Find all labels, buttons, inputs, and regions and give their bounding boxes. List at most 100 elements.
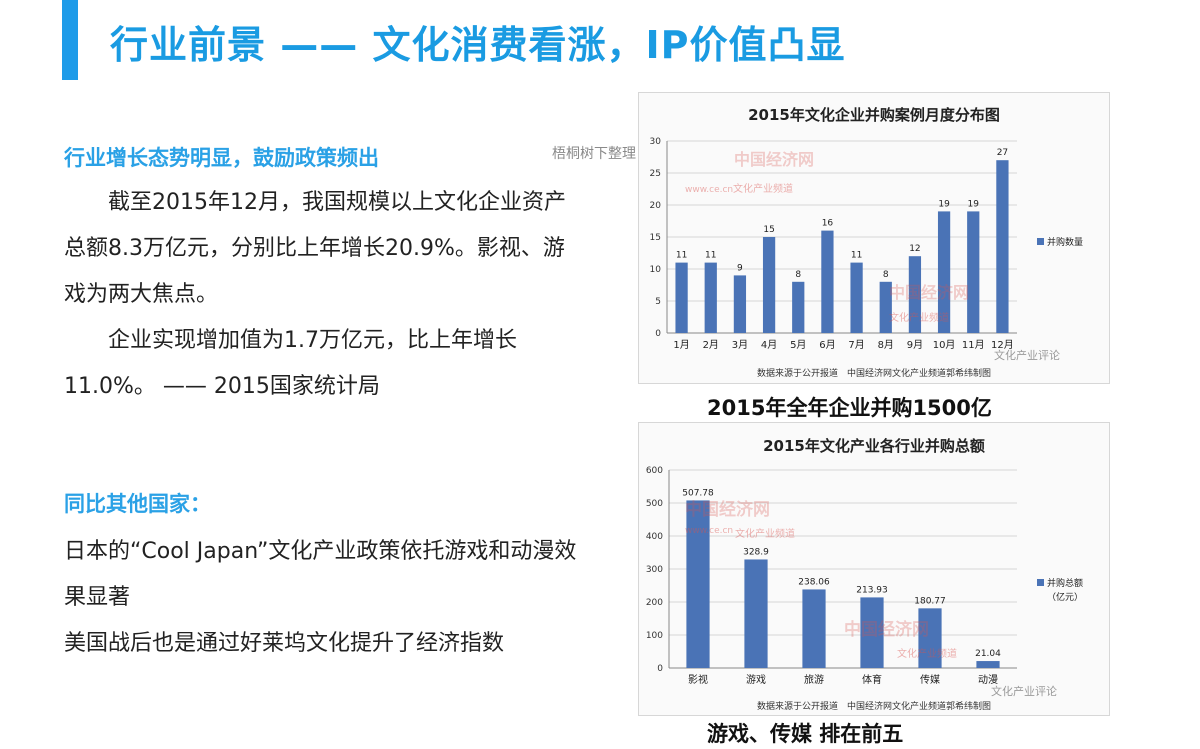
chart2-data-label: 507.78 — [682, 488, 714, 498]
chart2-legend-label: 并购总额 — [1047, 577, 1083, 589]
chart2-logo-watermark: 文化产业评论 — [991, 684, 1057, 698]
chart1-panel: 2015年文化企业并购案例月度分布图 0 5 10 15 20 25 30 11 1月 11 2月 9… — [638, 92, 1110, 384]
chart2-data-label: 21.04 — [975, 649, 1001, 659]
chart1-y-tick-label: 20 — [650, 201, 662, 211]
chart2-watermark-sub-2: 文化产业频道 — [897, 647, 957, 660]
chart1-x-tick-label: 4月 — [761, 339, 777, 351]
chart2-x-tick-label: 游戏 — [746, 673, 766, 686]
chart2-title: 2015年文化产业各行业并购总额 — [763, 437, 985, 455]
chart1-bar — [937, 211, 951, 333]
chart1-bar — [850, 262, 863, 333]
chart1-bar — [792, 281, 805, 333]
chart1-x-tick-label: 2月 — [703, 339, 719, 351]
paragraph-japan-text: 日本的“Cool Japan”文化产业政策依托游戏和动漫效果显著 — [64, 539, 577, 610]
chart1-bar — [762, 237, 776, 333]
chart1-data-label: 8 — [883, 270, 889, 280]
chart1-data-label: 8 — [795, 270, 801, 280]
chart1-y-tick-label: 0 — [655, 329, 661, 339]
chart1-bar — [821, 230, 834, 333]
chart2-y-tick-label: 200 — [646, 598, 663, 608]
paragraph-japan: 日本的“Cool Japan”文化产业政策依托游戏和动漫效果显著 — [64, 529, 584, 621]
paragraph-assets-text: 截至2015年12月，我国规模以上文化企业资产总额8.3万亿元，分别比上年增长2… — [64, 190, 566, 307]
chart1-y-tick-label: 10 — [650, 265, 662, 275]
chart1-bar — [996, 160, 1009, 333]
chart2-watermark-2: 中国经济网 — [844, 619, 929, 640]
chart2-watermark-url: www.ce.cn — [685, 526, 733, 536]
chart1-y-tick-label: 5 — [655, 297, 661, 307]
chart1-watermark: 中国经济网 — [734, 150, 814, 169]
chart1-logo-watermark: 文化产业评论 — [994, 348, 1060, 362]
chart1-data-label: 16 — [822, 219, 834, 229]
chart2-legend-label-unit: （亿元） — [1047, 591, 1083, 603]
chart1-svg: 2015年文化企业并购案例月度分布图 0 5 10 15 20 25 30 11 1月 11 2月 9… — [650, 106, 1083, 379]
chart2-bar — [744, 559, 768, 668]
paragraph-added-value: 企业实现增加值为1.7万亿元，比上年增长11.0%。 —— 2015国家统计局 — [64, 318, 584, 410]
paragraph-usa: 美国战后也是通过好莱坞文化提升了经济指数 — [64, 621, 584, 667]
chart1-data-label: 11 — [705, 251, 716, 261]
chart2-bar — [976, 661, 1000, 668]
source-note: 梧桐树下整理 — [552, 146, 636, 162]
chart1-bar — [879, 281, 892, 333]
chart1-bar — [967, 211, 980, 333]
title-accent-bar — [62, 0, 78, 80]
chart1-source: 数据来源于公开报道 中国经济网文化产业频道郭希纬制图 — [757, 367, 991, 379]
chart2-svg: 2015年文化产业各行业并购总额 0 100 200 300 400 500 600 507.… — [646, 437, 1083, 712]
chart1-watermark-2: 中国经济网 — [889, 283, 969, 302]
chart2-x-tick-label: 旅游 — [804, 673, 824, 686]
chart2-y-tick-label: 300 — [646, 565, 663, 575]
slide-title: 行业前景 —— 文化消费看涨，IP价值凸显 — [110, 23, 846, 67]
chart2-bar — [686, 500, 710, 668]
chart2-caption: 游戏、传媒 排在前五 — [707, 722, 904, 746]
chart2-legend-swatch — [1037, 579, 1044, 586]
chart2-x-tick-label: 动漫 — [978, 674, 998, 686]
chart2-y-tick-label: 0 — [657, 664, 663, 674]
chart2-bar — [802, 589, 826, 668]
chart2-x-tick-label: 传媒 — [920, 674, 940, 686]
chart1-watermark-sub: 文化产业频道 — [733, 182, 793, 195]
chart2-source: 数据来源于公开报道 中国经济网文化产业频道郭希纬制图 — [757, 700, 991, 712]
chart1-legend-label: 并购数量 — [1047, 236, 1083, 248]
chart1-data-label: 27 — [997, 148, 1008, 158]
chart2-x-tick-label: 体育 — [862, 673, 882, 686]
chart1-x-tick-label: 5月 — [790, 339, 806, 351]
chart2-bar — [860, 597, 884, 668]
chart2-y-tick-label: 600 — [646, 466, 663, 476]
chart2-x-tick-label: 影视 — [688, 673, 708, 686]
chart1-x-tick-label: 11月 — [962, 339, 985, 351]
chart1-title: 2015年文化企业并购案例月度分布图 — [748, 106, 1000, 124]
chart2-data-label: 328.9 — [743, 547, 769, 557]
paragraph-usa-text: 美国战后也是通过好莱坞文化提升了经济指数 — [64, 631, 505, 656]
chart2-panel: 2015年文化产业各行业并购总额 0 100 200 300 400 500 600 507.… — [638, 422, 1110, 716]
chart1-watermark-sub-2: 文化产业频道 — [889, 311, 949, 324]
chart2-y-tick-label: 100 — [646, 631, 663, 641]
chart1-y-tick-label: 30 — [650, 137, 662, 147]
chart1-watermark-url: www.ce.cn — [685, 185, 733, 195]
chart1-x-tick-label: 1月 — [673, 339, 689, 351]
paragraph-assets: 截至2015年12月，我国规模以上文化企业资产总额8.3万亿元，分别比上年增长2… — [64, 180, 584, 318]
chart1-x-tick-label: 6月 — [819, 339, 835, 351]
chart2-data-label: 213.93 — [856, 585, 888, 595]
paragraph-added-value-text: 企业实现增加值为1.7万亿元，比上年增长11.0%。 —— 2015国家统计局 — [64, 328, 517, 399]
chart1-data-label: 9 — [737, 263, 743, 273]
chart1-bar — [675, 262, 688, 333]
chart2-y-tick-label: 400 — [646, 532, 663, 542]
chart1-x-tick-label: 10月 — [933, 339, 956, 351]
chart1-data-label: 19 — [938, 199, 950, 209]
chart2-watermark-sub: 文化产业频道 — [735, 527, 795, 540]
chart2-watermark: 中国经济网 — [685, 499, 770, 520]
chart1-x-tick-label: 7月 — [848, 339, 864, 351]
chart1-data-label: 12 — [909, 244, 920, 254]
chart1-bar — [908, 256, 922, 333]
chart1-bar — [704, 262, 717, 333]
heading-other-countries: 同比其他国家： — [64, 492, 211, 516]
chart1-x-tick-label: 8月 — [878, 339, 894, 351]
chart1-data-label: 15 — [763, 225, 774, 235]
chart1-data-label: 19 — [968, 199, 980, 209]
chart1-x-tick-label: 3月 — [732, 339, 748, 351]
heading-industry-growth: 行业增长态势明显，鼓励政策频出 — [64, 146, 379, 170]
chart1-legend-swatch — [1037, 238, 1044, 245]
chart2-bar — [918, 608, 942, 668]
chart2-data-label: 180.77 — [914, 596, 946, 606]
chart1-data-label: 11 — [851, 251, 862, 261]
chart1-data-label: 11 — [676, 251, 687, 261]
